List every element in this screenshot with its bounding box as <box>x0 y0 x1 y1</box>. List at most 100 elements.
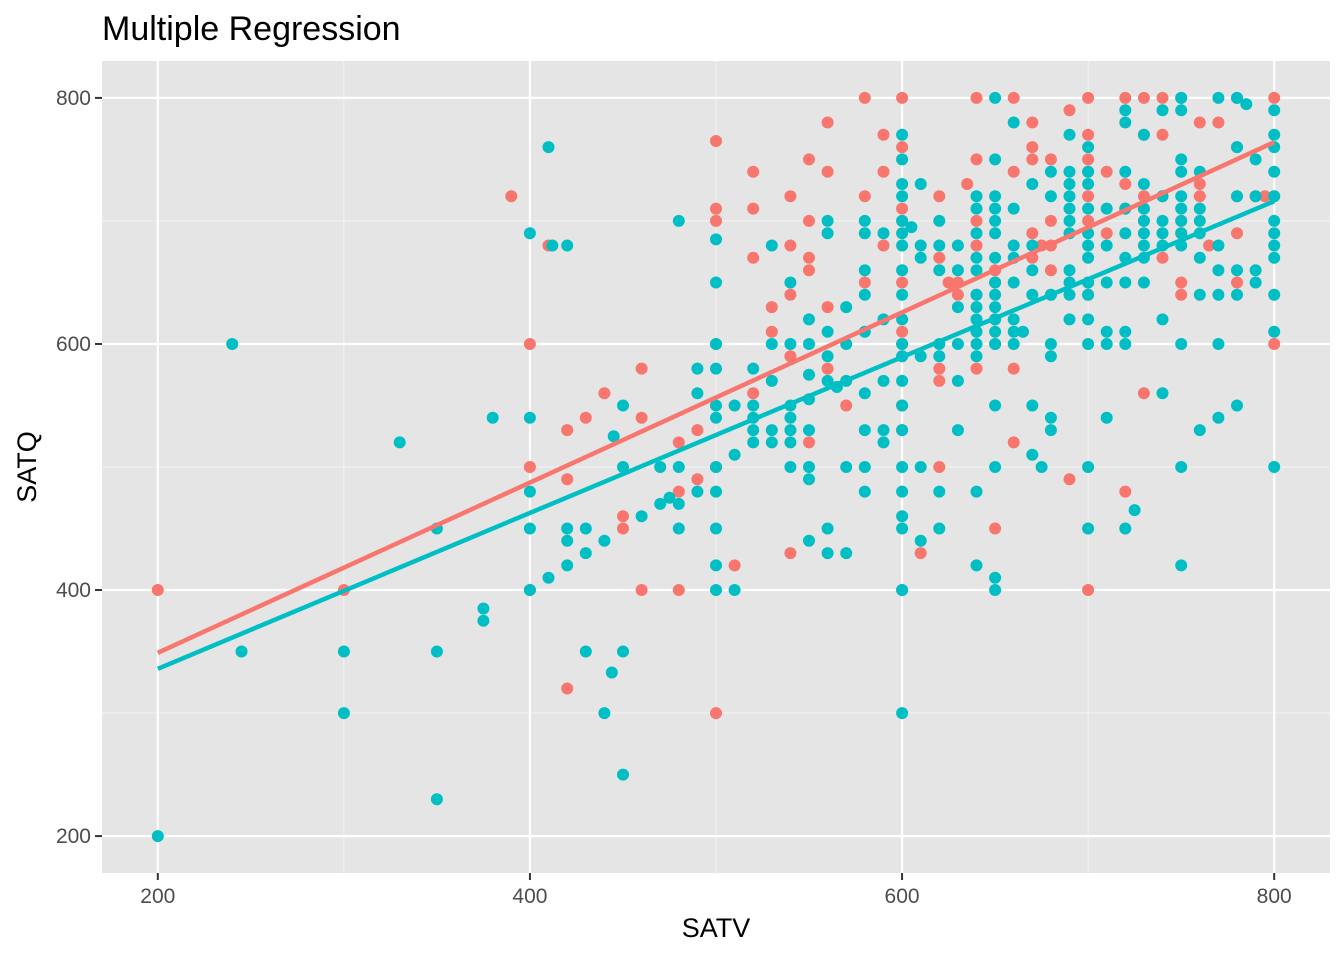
data-point-teal <box>989 571 1002 584</box>
data-point-red <box>691 424 704 437</box>
data-point-teal <box>989 91 1002 104</box>
data-point-teal <box>896 264 909 277</box>
data-point-teal <box>858 485 871 498</box>
data-point-red <box>877 128 890 141</box>
data-point-teal <box>1007 202 1020 215</box>
data-point-teal <box>970 338 983 350</box>
data-point-red <box>896 202 909 215</box>
data-point-teal <box>523 485 536 498</box>
data-point-teal <box>542 141 555 154</box>
data-point-red <box>1193 178 1206 190</box>
data-point-red <box>710 135 722 147</box>
data-point-red <box>691 473 704 486</box>
data-point-teal <box>691 485 704 498</box>
data-point-red <box>728 559 741 572</box>
data-point-red <box>672 485 685 498</box>
data-point-red <box>821 165 834 178</box>
data-point-red <box>933 461 946 473</box>
data-point-red <box>803 264 815 277</box>
regression-lines <box>156 140 1276 671</box>
data-point-teal <box>877 227 890 240</box>
data-point-teal <box>1063 264 1076 277</box>
data-point-red <box>942 276 955 289</box>
data-point-teal <box>1119 116 1132 129</box>
data-point-red <box>505 190 518 203</box>
data-point-teal <box>970 301 983 314</box>
data-point-teal <box>1268 128 1281 141</box>
data-point-teal <box>896 288 909 301</box>
data-point-red <box>933 362 946 375</box>
data-point-teal <box>951 239 964 252</box>
data-point-teal <box>858 424 871 437</box>
data-point-teal <box>1231 264 1243 277</box>
data-point-teal <box>970 559 983 572</box>
data-point-red <box>1026 227 1039 240</box>
data-point-teal <box>877 436 890 449</box>
data-point-red <box>710 707 722 720</box>
data-point-red <box>877 165 890 178</box>
data-point-red <box>1082 91 1095 104</box>
data-point-teal <box>896 522 909 535</box>
data-point-teal <box>598 534 611 547</box>
data-point-teal <box>989 214 1002 227</box>
data-point-red <box>635 584 648 596</box>
data-point-teal <box>1231 141 1243 154</box>
data-point-teal <box>970 190 983 203</box>
data-point-teal <box>1175 461 1188 473</box>
data-point-teal <box>1249 190 1262 203</box>
data-point-teal <box>1082 522 1095 535</box>
data-point-teal <box>803 461 815 473</box>
data-point-teal <box>1026 448 1039 461</box>
data-point-teal <box>1231 399 1243 412</box>
data-point-red <box>747 387 760 400</box>
data-point-teal <box>1100 276 1113 289</box>
data-point-teal <box>337 707 350 720</box>
data-point-red <box>840 399 853 412</box>
data-point-red <box>1258 190 1271 203</box>
data-point-teal <box>803 424 815 437</box>
data-point-red <box>635 362 648 375</box>
data-point-teal <box>821 325 834 338</box>
data-point-teal <box>914 251 927 264</box>
data-point-red <box>933 374 946 387</box>
data-point-teal <box>226 338 239 350</box>
data-point-teal <box>914 461 927 473</box>
data-point-teal <box>989 190 1002 203</box>
data-point-teal <box>896 227 909 240</box>
data-point-teal <box>1193 251 1206 264</box>
data-point-teal <box>1100 411 1113 424</box>
y-tick-label: 400 <box>56 579 91 602</box>
data-point-teal <box>546 239 559 252</box>
data-point-teal <box>523 411 536 424</box>
data-point-teal <box>896 374 909 387</box>
data-point-teal <box>951 424 964 437</box>
x-tick-label: 600 <box>885 885 920 908</box>
data-point-teal <box>747 424 760 437</box>
data-point-teal <box>1119 104 1132 117</box>
data-point-teal <box>858 214 871 227</box>
data-point-teal <box>1137 214 1150 227</box>
data-point-teal <box>1175 227 1188 240</box>
data-point-teal <box>1007 116 1020 129</box>
data-point-teal <box>821 522 834 535</box>
data-point-red <box>1044 214 1057 227</box>
data-point-red <box>1175 288 1188 301</box>
data-point-teal <box>1044 190 1057 203</box>
data-point-teal <box>1175 165 1188 178</box>
data-point-teal <box>691 387 704 400</box>
data-point-teal <box>1044 350 1057 363</box>
data-point-teal <box>1231 91 1243 104</box>
data-point-teal <box>617 645 629 658</box>
data-point-teal <box>896 399 909 412</box>
data-point-teal <box>605 666 618 679</box>
data-point-teal <box>765 239 778 252</box>
data-point-teal <box>1268 239 1281 252</box>
data-point-red <box>784 288 797 301</box>
data-point-teal <box>710 461 722 473</box>
data-point-red <box>710 214 722 227</box>
data-point-teal <box>1063 288 1076 301</box>
data-point-teal <box>989 301 1002 314</box>
data-point-red <box>523 461 536 473</box>
data-point-red <box>970 239 983 252</box>
data-point-teal <box>1026 178 1039 190</box>
